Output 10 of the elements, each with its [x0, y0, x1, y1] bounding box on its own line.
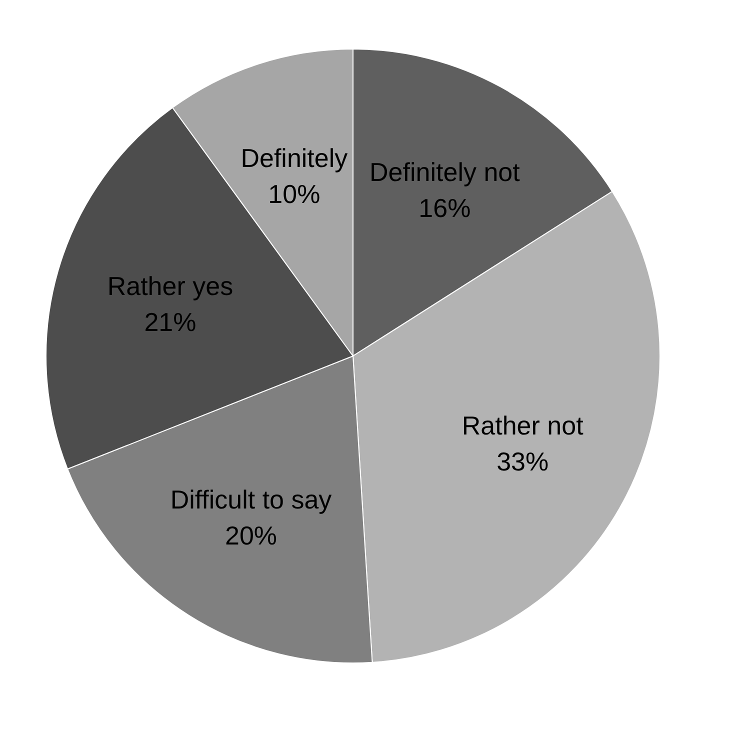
data-label: 21%: [144, 306, 196, 337]
slice-label: Rather yes: [107, 270, 234, 301]
slice-label: Definitely not: [370, 157, 521, 188]
data-label: 16%: [418, 193, 471, 224]
data-label: 20%: [224, 520, 278, 551]
data-label: 10%: [268, 178, 320, 209]
slice-label: Difficult to say: [170, 484, 332, 515]
data-label: 33%: [496, 446, 549, 476]
slice-label: Rather not: [462, 410, 584, 440]
slice-label: Definitely: [240, 142, 348, 173]
